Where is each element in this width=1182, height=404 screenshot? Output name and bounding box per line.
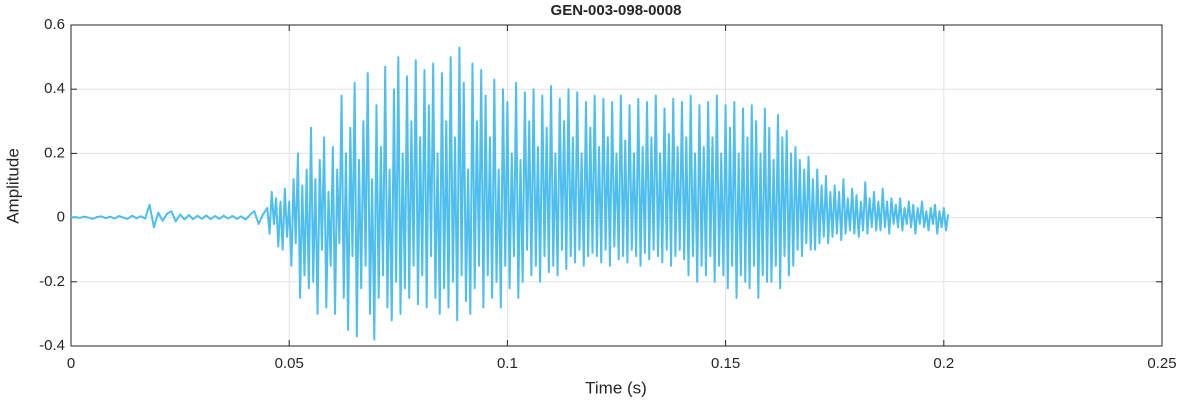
x-tick-label: 0 [67,355,75,372]
x-tick-label: 0.15 [711,355,740,372]
x-tick-label: 0.05 [275,355,304,372]
y-tick-label: -0.4 [39,337,65,354]
x-tick-label: 0.1 [497,355,518,372]
x-axis-label: Time (s) [585,378,647,397]
x-tick-label: 0.25 [1147,355,1176,372]
x-tick-label: 0.2 [933,355,954,372]
plot-border [70,24,1163,347]
y-tick-label: 0 [57,209,65,226]
y-tick-label: 0.4 [44,80,65,97]
chart-title: GEN-003-098-0008 [551,2,682,19]
waveform [70,46,950,341]
y-tick-label: -0.2 [39,273,65,290]
y-tick-label: 0.2 [44,144,65,161]
y-axis-label: Amplitude [3,148,22,224]
y-tick-label: 0.6 [44,16,65,33]
